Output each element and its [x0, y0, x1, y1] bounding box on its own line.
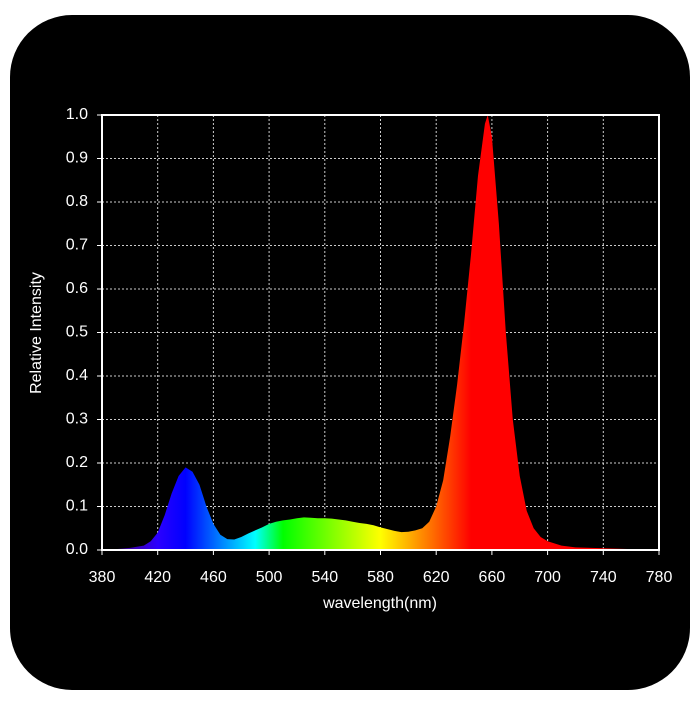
panel — [10, 15, 690, 690]
x-tick-label: 780 — [646, 569, 673, 586]
y-tick-label: 0.6 — [66, 280, 88, 297]
x-tick-label: 420 — [144, 569, 171, 586]
plot-border — [101, 114, 660, 551]
x-tick-label: 660 — [479, 569, 506, 586]
y-tick-label: 0.3 — [66, 411, 88, 428]
x-tick-label: 620 — [423, 569, 450, 586]
y-tick-label: 1.0 — [66, 106, 88, 123]
y-axis-label: Relative Intensity — [28, 272, 45, 394]
x-axis-label: wavelength(nm) — [322, 595, 437, 612]
y-tick-label: 0.2 — [66, 454, 88, 471]
y-tick-label: 0.7 — [66, 237, 88, 254]
y-tick-label: 0.0 — [66, 541, 88, 558]
x-tick-label: 380 — [89, 569, 116, 586]
y-tick-label: 0.8 — [66, 193, 88, 210]
x-tick-label: 460 — [200, 569, 227, 586]
x-tick-label: 540 — [311, 569, 338, 586]
y-tick-label: 0.1 — [66, 498, 88, 515]
x-tick-label: 500 — [256, 569, 283, 586]
y-tick-label: 0.4 — [66, 367, 88, 384]
x-tick-label: 580 — [367, 569, 394, 586]
y-tick-label: 0.9 — [66, 150, 88, 167]
x-tick-label: 700 — [534, 569, 561, 586]
x-tick-label: 740 — [590, 569, 617, 586]
y-tick-label: 0.5 — [66, 324, 88, 341]
